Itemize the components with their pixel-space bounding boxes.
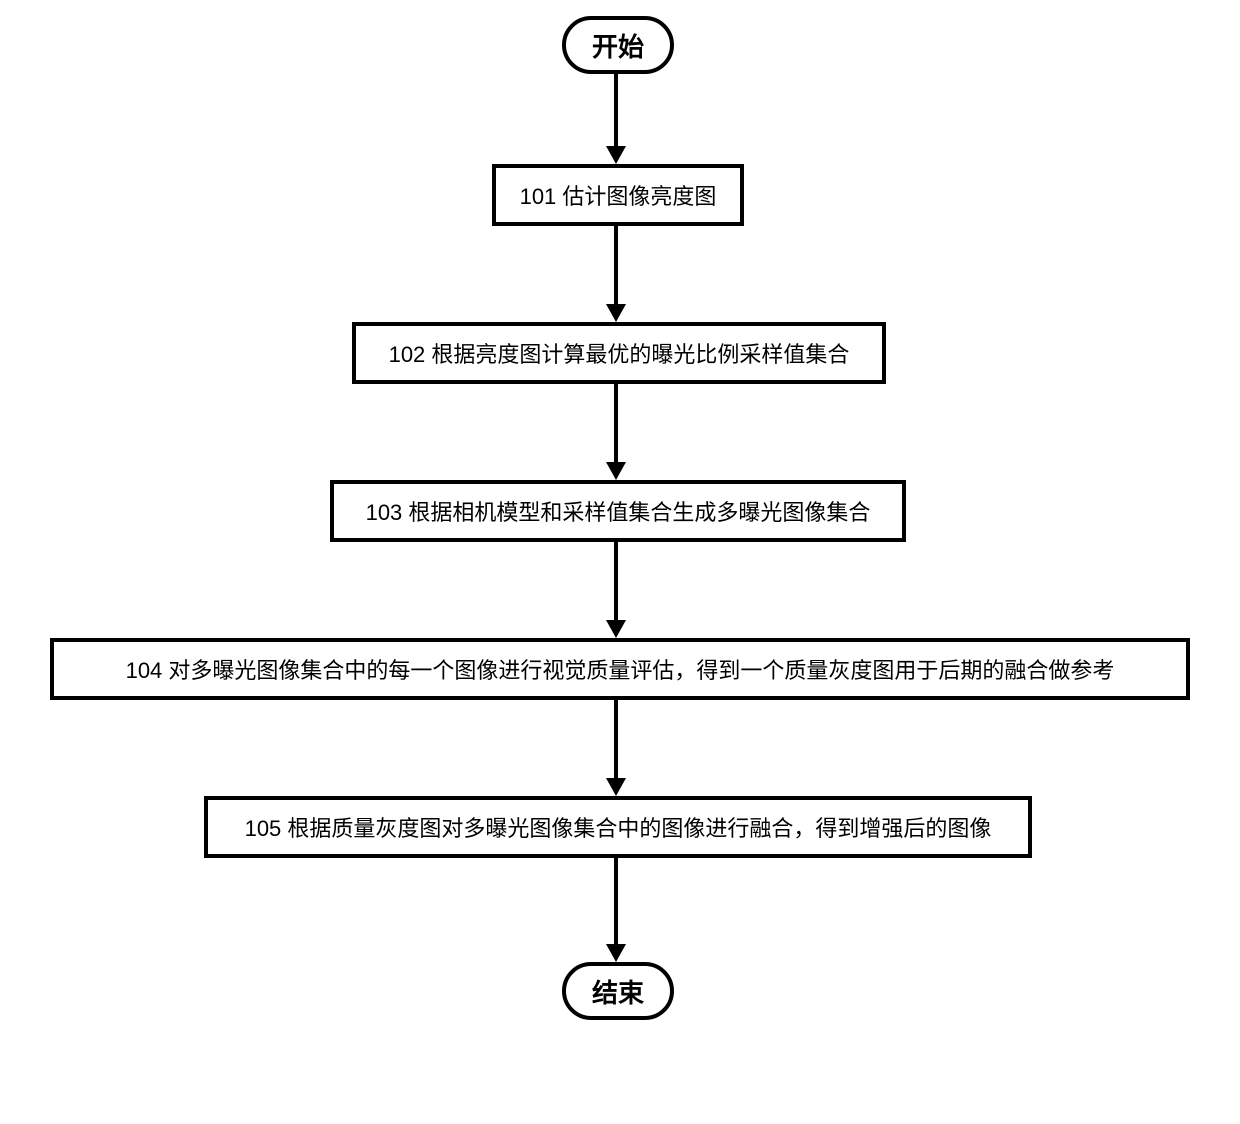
edge-start-s101 — [614, 74, 618, 146]
node-s102: 102 根据亮度图计算最优的曝光比例采样值集合 — [352, 322, 886, 384]
node-s104: 104 对多曝光图像集合中的每一个图像进行视觉质量评估，得到一个质量灰度图用于后… — [50, 638, 1190, 700]
node-end: 结束 — [562, 962, 674, 1020]
node-s105-label: 105 根据质量灰度图对多曝光图像集合中的图像进行融合，得到增强后的图像 — [245, 811, 992, 843]
node-s101: 101 估计图像亮度图 — [492, 164, 744, 226]
node-s101-label: 101 估计图像亮度图 — [520, 179, 717, 211]
node-s102-label: 102 根据亮度图计算最优的曝光比例采样值集合 — [389, 337, 850, 369]
edge-start-s101-head — [606, 146, 626, 164]
edge-s103-s104-head — [606, 620, 626, 638]
edge-s101-s102-head — [606, 304, 626, 322]
node-s104-label: 104 对多曝光图像集合中的每一个图像进行视觉质量评估，得到一个质量灰度图用于后… — [126, 653, 1115, 685]
node-s105: 105 根据质量灰度图对多曝光图像集合中的图像进行融合，得到增强后的图像 — [204, 796, 1032, 858]
node-end-label: 结束 — [592, 973, 644, 1010]
edge-s105-end — [614, 858, 618, 944]
edge-s102-s103-head — [606, 462, 626, 480]
node-start-label: 开始 — [592, 27, 644, 64]
node-s103: 103 根据相机模型和采样值集合生成多曝光图像集合 — [330, 480, 906, 542]
edge-s101-s102 — [614, 226, 618, 304]
flowchart-canvas: 开始 101 估计图像亮度图 102 根据亮度图计算最优的曝光比例采样值集合 1… — [0, 0, 1240, 1124]
node-s103-label: 103 根据相机模型和采样值集合生成多曝光图像集合 — [366, 495, 871, 527]
edge-s104-s105 — [614, 700, 618, 778]
edge-s102-s103 — [614, 384, 618, 462]
edge-s103-s104 — [614, 542, 618, 620]
node-start: 开始 — [562, 16, 674, 74]
edge-s104-s105-head — [606, 778, 626, 796]
edge-s105-end-head — [606, 944, 626, 962]
